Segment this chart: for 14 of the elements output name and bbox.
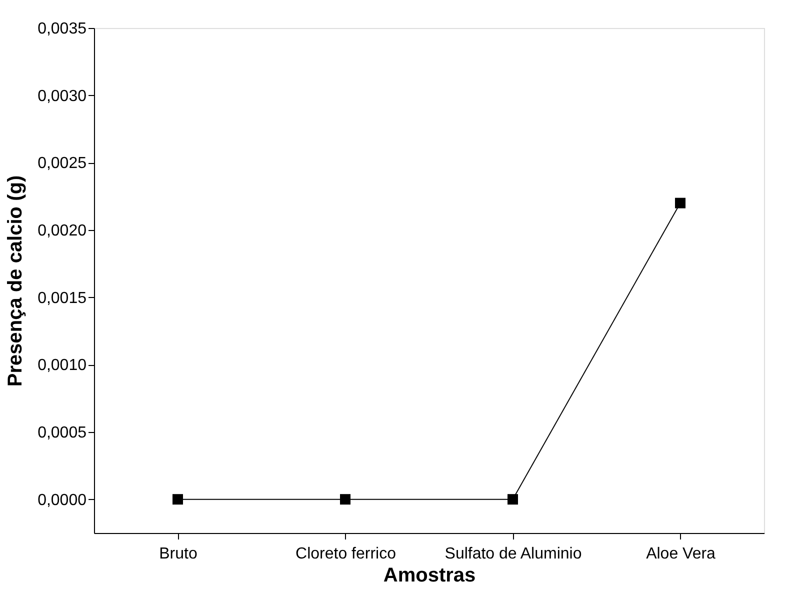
y-tick-label: 0,0005	[38, 424, 87, 442]
y-tick-label: 0,0020	[38, 222, 87, 240]
y-tick-label: 0,0025	[38, 155, 87, 172]
x-tick-label: Bruto	[159, 546, 198, 562]
x-tick-label: Aloe Vera	[646, 546, 716, 562]
y-tick-label: 0,0035	[38, 20, 87, 38]
y-axis-title: Presença de calcio (g)	[4, 175, 27, 387]
y-tick-label: 0,0010	[38, 357, 87, 374]
x-tick-label: Cloreto ferrico	[296, 546, 396, 562]
y-tick-label: 0,0030	[38, 88, 87, 105]
y-tick-label: 0,0015	[38, 290, 87, 307]
x-tick-label: Sulfato de Aluminio	[444, 546, 582, 562]
y-tick-label: 0,0000	[38, 492, 87, 509]
x-axis-title: Amostras	[383, 564, 476, 586]
